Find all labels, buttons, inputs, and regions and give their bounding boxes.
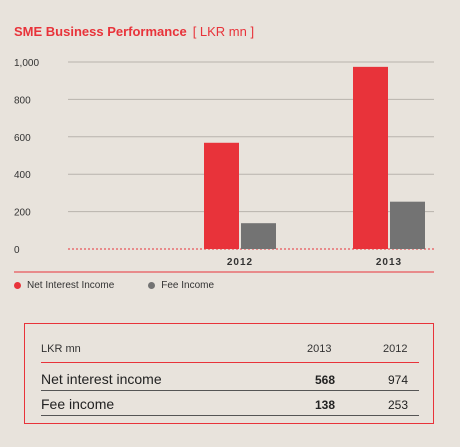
y-tick-label: 800 — [14, 95, 31, 106]
table-cell-value: 138 — [315, 398, 336, 412]
table-cell-value: 974 — [388, 373, 409, 387]
legend-item-fee: Fee Income — [148, 280, 214, 291]
table-row-rule — [41, 390, 419, 391]
y-tick-label: 200 — [14, 208, 31, 219]
x-tick-label: 2013 — [376, 257, 402, 268]
y-tick-label: 1,000 — [14, 58, 39, 69]
chart-legend: Net Interest Income Fee Income — [14, 280, 214, 291]
table-row-rule — [41, 415, 419, 416]
legend-swatch-net-interest — [14, 282, 21, 289]
legend-swatch-fee — [148, 282, 156, 289]
table-col-2012: 2012 — [383, 343, 408, 355]
legend-label-fee: Fee Income — [161, 280, 215, 291]
table-header-rule — [41, 362, 419, 363]
table-col-2013: 2013 — [307, 343, 332, 355]
table-unit-label: LKR mn — [41, 343, 81, 355]
table-cell-value: 253 — [388, 398, 409, 412]
bar-fee-income — [390, 201, 425, 249]
bar-net-interest-income — [204, 142, 239, 249]
chart-title: SME Business Performance [ LKR mn ] — [14, 24, 254, 39]
legend-label-net-interest: Net Interest Income — [27, 280, 115, 291]
bar-fee-income — [241, 223, 276, 249]
y-tick-label: 400 — [14, 170, 31, 181]
summary-table: LKR mn 2013 2012 Net interest income 568… — [24, 323, 434, 424]
bar-chart: 0 200 400 600 800 1,000 2012 2013 — [14, 58, 434, 273]
chart-title-text: SME Business Performance — [14, 24, 187, 39]
y-tick-label: 0 — [14, 245, 20, 256]
y-tick-label: 600 — [14, 133, 31, 144]
chart-title-unit: [ LKR mn ] — [192, 24, 255, 39]
table-row-label: Net interest income — [41, 371, 162, 387]
table-cell-value: 568 — [315, 373, 336, 387]
x-tick-label: 2012 — [227, 257, 253, 268]
legend-item-net-interest: Net Interest Income — [14, 280, 114, 291]
bar-net-interest-income — [353, 66, 388, 249]
table-row-label: Fee income — [41, 396, 115, 412]
